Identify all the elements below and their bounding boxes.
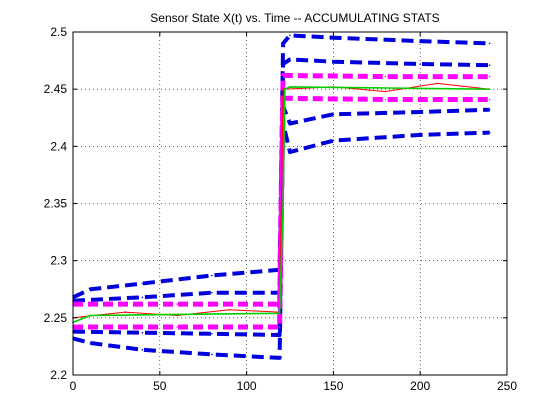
upper-3-sigma-band-point	[141, 282, 144, 285]
upper-3-sigma-band-point	[488, 42, 491, 45]
running-mean-point	[89, 314, 92, 317]
inner-lower-band-point	[488, 108, 491, 111]
y-tick-label: 2.45	[44, 82, 68, 96]
measured-state-point	[282, 88, 284, 90]
upper-1-sigma-band-point	[176, 303, 178, 305]
upper-1-sigma-band-point	[384, 75, 387, 78]
x-tick-label: 250	[497, 379, 517, 393]
measured-state-point	[436, 82, 439, 85]
inner-lower-band-point	[211, 333, 213, 335]
inner-upper-band-point	[289, 58, 291, 61]
inner-upper-band-point	[282, 63, 284, 65]
chart-title: Sensor State X(t) vs. Time -- ACCUMULATI…	[150, 11, 439, 25]
y-tick-label: 2.2	[50, 368, 67, 382]
lower-3-sigma-band-point	[211, 353, 213, 356]
inner-upper-band-point	[211, 291, 213, 294]
lower-3-sigma-band-point	[141, 349, 144, 351]
lower-3-sigma-band-point	[289, 151, 291, 153]
upper-3-sigma-band-line	[72, 33, 490, 300]
lower-3-sigma-band-point	[488, 131, 491, 134]
series-layer	[72, 33, 491, 360]
upper-1-sigma-band-point	[488, 75, 491, 78]
lower-3-sigma-band-point	[332, 139, 335, 142]
upper-3-sigma-band-point	[419, 40, 422, 42]
x-tick-label: 0	[70, 379, 77, 393]
running-mean-point	[278, 312, 281, 315]
running-mean-point	[384, 87, 387, 89]
ticks: 0 50 100 150 200 250 2.2 2.25 2.3 2.35 2.4 2.45 2.5	[44, 25, 518, 393]
inner-lower-band-point	[332, 113, 335, 116]
upper-3-sigma-band-point	[211, 274, 213, 277]
lower-1-sigma-band-point	[278, 326, 281, 328]
upper-3-sigma-band-point	[332, 36, 335, 39]
inner-lower-band-point	[289, 122, 291, 125]
x-tick-label: 100	[237, 379, 257, 393]
y-tick-label: 2.35	[44, 197, 68, 211]
measured-state-line	[72, 82, 490, 319]
lower-3-sigma-band-point	[278, 357, 281, 359]
inner-upper-band-point	[419, 63, 422, 65]
measured-state-point	[124, 311, 126, 313]
lower-3-sigma-band-point	[89, 342, 92, 344]
inner-lower-band-point	[141, 331, 144, 334]
upper-3-sigma-band-point	[89, 288, 92, 291]
x-tick-label: 200	[410, 379, 430, 393]
x-tick-label: 50	[153, 379, 167, 393]
lower-1-sigma-band-point	[384, 98, 387, 101]
inner-upper-band-point	[141, 296, 144, 299]
running-mean-point	[289, 86, 291, 88]
y-tick-label: 2.3	[50, 254, 67, 268]
running-mean-point	[488, 88, 491, 90]
y-tick-label: 2.25	[44, 311, 68, 325]
lower-1-sigma-band-point	[488, 98, 491, 101]
inner-lower-band-point	[419, 111, 422, 113]
y-tick-label: 2.4	[50, 139, 67, 153]
running-mean-point	[282, 202, 284, 205]
running-mean-point	[284, 88, 286, 90]
running-mean-point	[280, 259, 283, 262]
running-mean-line	[72, 86, 490, 324]
y-tick-label: 2.5	[50, 25, 67, 39]
x-tick-label: 150	[323, 379, 343, 393]
measured-state-point	[228, 309, 230, 311]
measured-state-point	[384, 90, 387, 93]
inner-upper-band-point	[488, 64, 491, 66]
upper-3-sigma-band-point	[289, 34, 291, 37]
inner-lower-band-point	[278, 334, 281, 336]
lower-3-sigma-band-point	[419, 134, 422, 136]
upper-1-sigma-band-point	[282, 74, 284, 77]
inner-upper-band-point	[332, 60, 335, 63]
running-mean-point	[176, 313, 178, 316]
lower-1-sigma-band-point	[176, 326, 178, 328]
upper-3-sigma-band-point	[282, 42, 284, 45]
